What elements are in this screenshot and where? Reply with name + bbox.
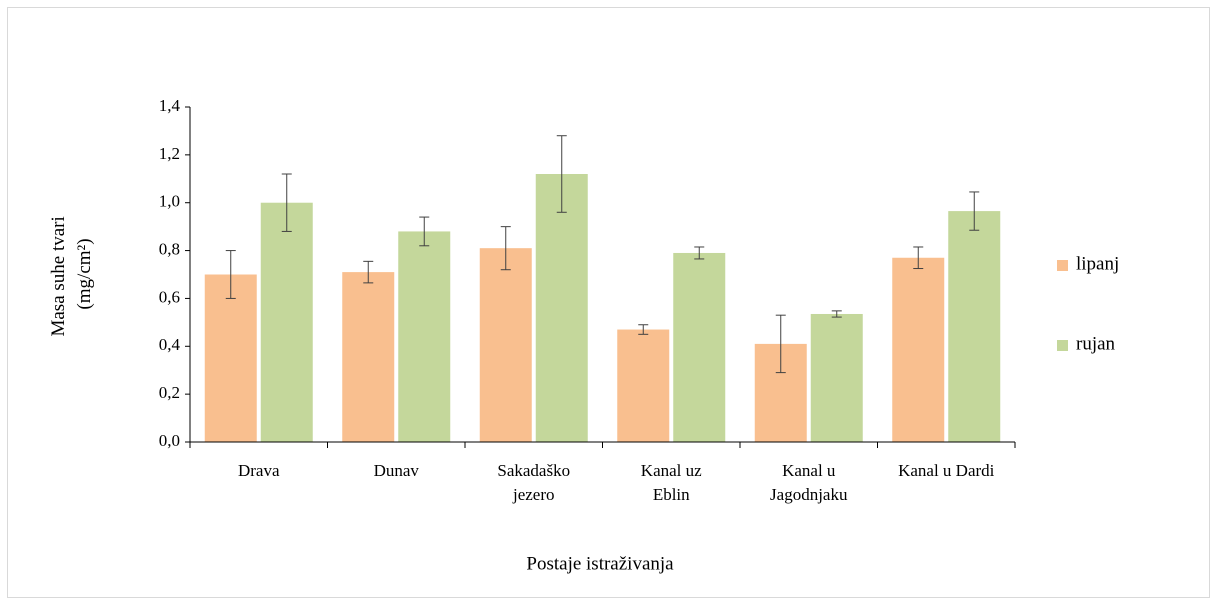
y-tick-label: 0,4 — [159, 335, 181, 354]
bar — [342, 272, 395, 442]
x-tick-label: jezero — [512, 485, 555, 504]
x-tick-label: Dunav — [374, 461, 420, 480]
x-tick-label: Kanal uz — [641, 461, 702, 480]
legend-swatch — [1057, 340, 1068, 351]
bar — [892, 257, 945, 442]
y-tick-label: 0,8 — [159, 239, 180, 258]
bar — [535, 174, 588, 442]
error-bar — [500, 226, 511, 271]
legend-label: rujan — [1076, 333, 1116, 354]
legend-label: lipanj — [1076, 253, 1119, 274]
x-tick-label: Drava — [238, 461, 280, 480]
error-bar — [638, 324, 649, 335]
bar — [398, 231, 451, 442]
y-tick-label: 0,2 — [159, 383, 180, 402]
error-bar — [363, 260, 374, 284]
y-axis-title-line: (mg/cm²) — [74, 238, 95, 309]
y-tick-label: 1,4 — [159, 96, 181, 115]
error-bar — [694, 246, 705, 260]
x-tick-label: Kanal u — [782, 461, 836, 480]
error-bar — [831, 310, 842, 318]
error-bar — [913, 246, 924, 270]
y-tick-label: 0,6 — [159, 287, 180, 306]
y-tick-label: 1,2 — [159, 144, 180, 163]
bar — [204, 274, 257, 442]
error-bar — [225, 250, 236, 299]
bar — [617, 329, 670, 442]
y-tick-label: 0,0 — [159, 431, 180, 450]
x-tick-label: Jagodnjaku — [770, 485, 848, 504]
x-tick-label: Eblin — [653, 485, 690, 504]
bar — [260, 202, 313, 442]
x-axis-title: Postaje istraživanja — [526, 553, 674, 574]
y-tick-label: 1,0 — [159, 192, 180, 211]
bar — [479, 248, 532, 442]
bar — [810, 313, 863, 442]
chart-frame — [7, 7, 1210, 598]
error-bar — [969, 191, 980, 231]
error-bar — [419, 216, 430, 247]
error-bar — [775, 314, 786, 374]
x-tick-label: Sakadaško — [497, 461, 570, 480]
legend-swatch — [1057, 260, 1068, 271]
bar — [948, 211, 1001, 442]
y-axis-title-line: Masa suhe tvari — [48, 216, 69, 336]
x-tick-label: Kanal u Dardi — [898, 461, 995, 480]
y-axis-title: Masa suhe tvari (mg/cm²) — [48, 211, 95, 336]
error-bar — [556, 135, 567, 213]
error-bar — [281, 173, 292, 232]
bar — [673, 252, 726, 442]
